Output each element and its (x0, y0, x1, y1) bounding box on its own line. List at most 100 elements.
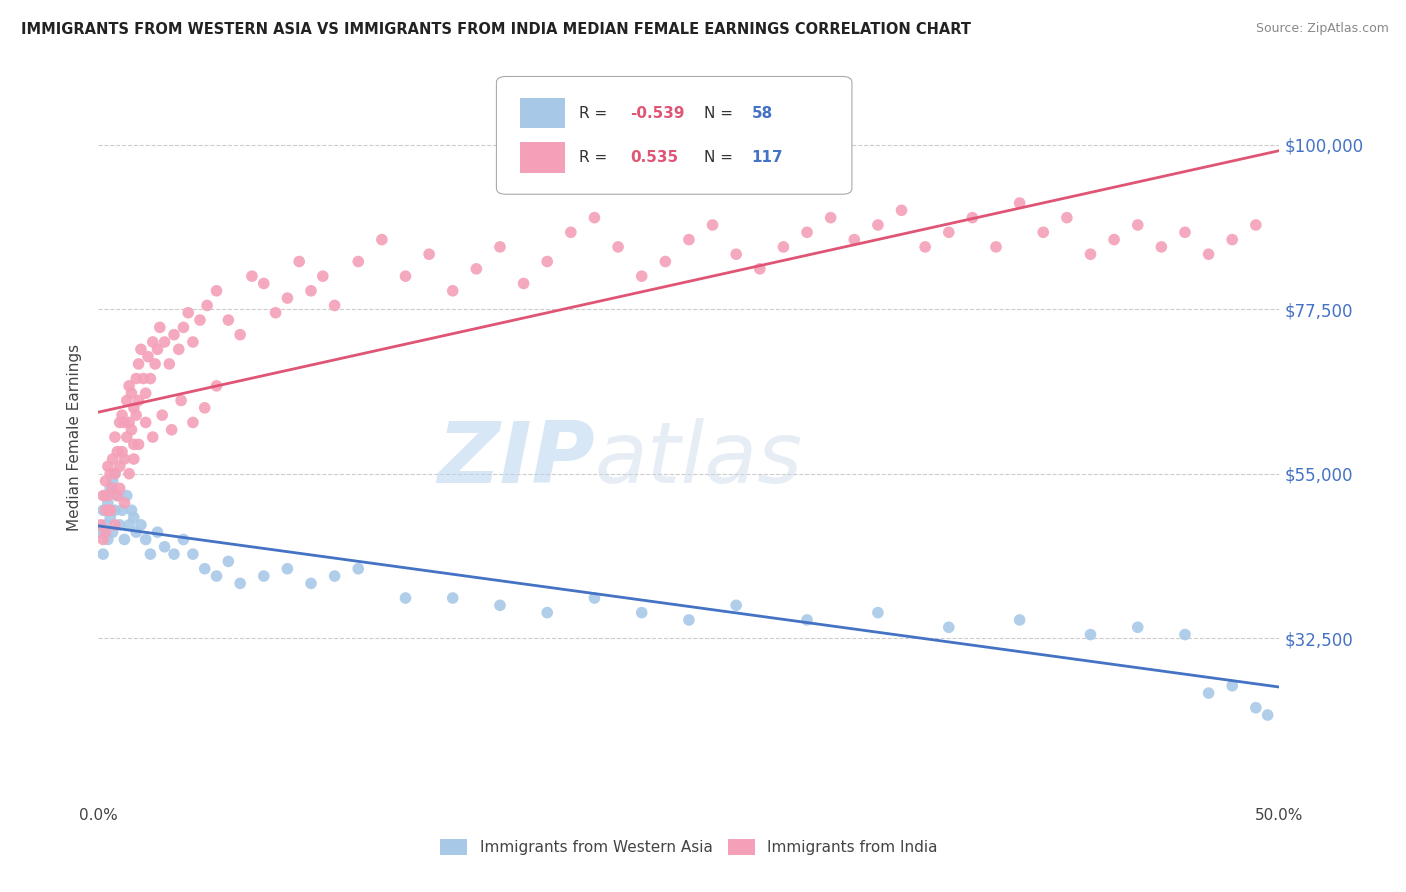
Point (1102, 233, 1125, 247)
Point (1126, 620, 1149, 634)
Point (132, 371, 155, 385)
Point (181, 334, 204, 349)
FancyBboxPatch shape (496, 77, 852, 194)
Point (98, 503, 121, 517)
Point (394, 269, 416, 284)
Point (111, 503, 134, 517)
Point (323, 569, 346, 583)
Point (702, 218, 724, 232)
Point (583, 211, 606, 225)
Text: N =: N = (704, 150, 738, 165)
Point (172, 533, 194, 547)
Point (347, 562, 370, 576)
Point (630, 606, 652, 620)
Point (253, 569, 276, 583)
Point (111, 408, 134, 422)
Point (217, 554, 239, 568)
Point (125, 408, 148, 422)
Text: atlas: atlas (595, 417, 803, 500)
Text: Source: ZipAtlas.com: Source: ZipAtlas.com (1256, 22, 1389, 36)
Point (1220, 233, 1243, 247)
Point (125, 371, 148, 385)
Point (121, 503, 143, 517)
Point (796, 613, 818, 627)
Point (108, 416, 131, 430)
Point (725, 599, 748, 613)
Point (135, 533, 157, 547)
Point (170, 393, 193, 408)
Point (146, 525, 169, 540)
Bar (520, 143, 565, 173)
Point (97, 496, 120, 510)
Point (122, 437, 145, 451)
Point (104, 517, 127, 532)
Point (97, 489, 120, 503)
Point (104, 503, 127, 517)
Point (229, 576, 252, 591)
Point (122, 401, 145, 415)
Point (772, 240, 794, 254)
Point (98, 481, 121, 495)
Point (94, 474, 117, 488)
Point (1198, 686, 1220, 700)
Point (1126, 218, 1149, 232)
Point (115, 393, 138, 408)
Point (288, 254, 311, 268)
Point (725, 247, 748, 261)
Point (108, 517, 131, 532)
Point (1150, 240, 1173, 254)
Point (91, 533, 114, 547)
Point (984, 240, 1007, 254)
Point (135, 386, 157, 401)
Point (844, 233, 866, 247)
Point (115, 489, 138, 503)
Point (962, 211, 984, 225)
Bar (520, 98, 565, 128)
Point (654, 254, 676, 268)
Point (91, 503, 114, 517)
Point (128, 357, 150, 371)
Point (94, 503, 117, 517)
Point (1174, 225, 1197, 239)
Point (118, 379, 141, 393)
Point (181, 547, 204, 561)
Text: IMMIGRANTS FROM WESTERN ASIA VS IMMIGRANTS FROM INDIA MEDIAN FEMALE EARNINGS COR: IMMIGRANTS FROM WESTERN ASIA VS IMMIGRAN… (21, 22, 972, 37)
Point (418, 247, 440, 261)
Point (630, 269, 652, 284)
Point (240, 269, 263, 284)
Point (112, 533, 135, 547)
Point (101, 481, 124, 495)
Point (264, 306, 287, 320)
Point (104, 430, 127, 444)
Point (536, 254, 558, 268)
Text: 58: 58 (752, 105, 773, 120)
Point (115, 430, 138, 444)
Point (890, 203, 912, 218)
Point (97, 459, 120, 474)
Point (101, 452, 124, 467)
Point (181, 416, 204, 430)
Point (1008, 196, 1031, 211)
Point (536, 606, 558, 620)
Point (276, 291, 298, 305)
Point (101, 525, 124, 540)
Point (121, 386, 143, 401)
Text: R =: R = (579, 150, 617, 165)
Point (205, 284, 228, 298)
Point (122, 452, 145, 467)
Point (128, 393, 150, 408)
Point (111, 444, 134, 458)
Point (163, 327, 186, 342)
Point (299, 284, 322, 298)
Point (1257, 708, 1279, 723)
Point (97, 533, 120, 547)
Point (560, 225, 582, 239)
Point (108, 459, 131, 474)
Point (276, 562, 298, 576)
Point (489, 599, 512, 613)
Point (149, 320, 172, 334)
Point (139, 547, 162, 561)
Point (394, 591, 416, 605)
Text: 0.535: 0.535 (630, 150, 678, 165)
Point (205, 569, 228, 583)
